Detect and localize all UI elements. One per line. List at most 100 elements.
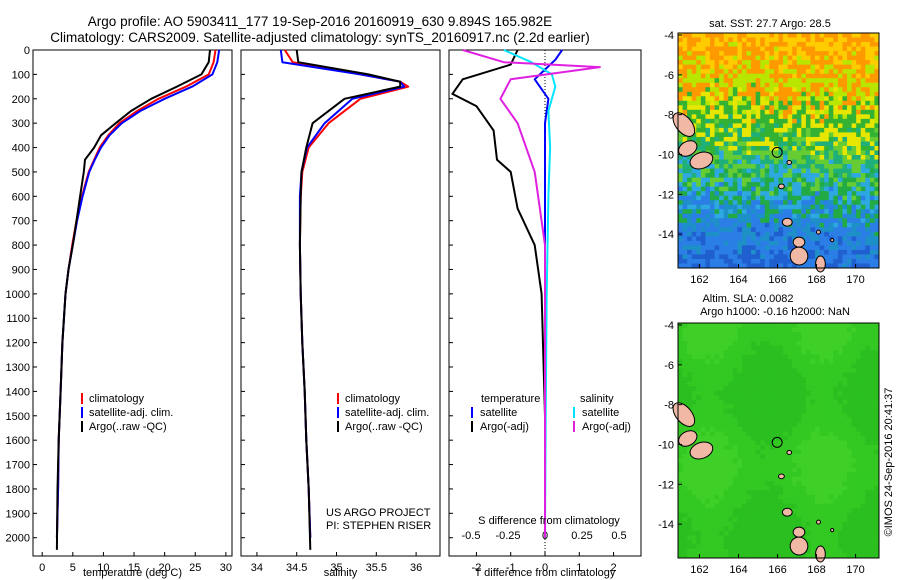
map-x-tick-label: 166 [768, 564, 786, 576]
argo-float-marker [771, 436, 783, 448]
imos-credit: ©IMOS 24-Sep-2016 20:41:37 [883, 388, 895, 537]
y-tick-label: 500 [12, 167, 30, 179]
map-y-tick-label: -8 [664, 400, 674, 412]
figure-title-line1: Argo profile: AO 5903411_177 19-Sep-2016… [87, 14, 553, 29]
x-tick-label: 25 [189, 562, 201, 574]
island [778, 183, 785, 190]
legend-title-temperature: temperature [481, 393, 540, 405]
x-axis-label: temperature (deg C) [83, 567, 182, 579]
island [789, 246, 809, 266]
x-tick-label: 15 [128, 562, 140, 574]
legend-argo: Argo(..raw -QC) [345, 421, 423, 433]
sst-map-title: sat. SST: 27.7 Argo: 28.5 [709, 18, 831, 30]
series-line-s-satellite [503, 49, 557, 538]
series-line-argo-raw-qc- [55, 49, 211, 550]
y-tick-label: 200 [12, 94, 30, 106]
island [792, 236, 806, 248]
y-tick-label: 1700 [6, 460, 30, 472]
y-tick-label: 600 [12, 191, 30, 203]
x-tick-label: 5 [70, 562, 76, 574]
y-tick-label: 1000 [6, 289, 30, 301]
y-tick-label: 1300 [6, 362, 30, 374]
island [778, 473, 785, 480]
legend-climatology: climatology [345, 393, 401, 405]
map-grid [678, 33, 880, 269]
legend-s-argo: Argo(-adj) [582, 421, 631, 433]
x-tick-label: -2 [472, 562, 482, 574]
island [789, 536, 809, 556]
s-diff-tick-label: 0.5 [611, 530, 626, 542]
legend-t-argo: Argo(-adj) [480, 421, 529, 433]
legend-climatology: climatology [89, 393, 145, 405]
legend-satellite-adj: satellite-adj. clim. [345, 407, 429, 419]
x-tick-label: 20 [159, 562, 171, 574]
map-y-tick-label: -14 [658, 229, 674, 241]
difference-legend: temperature salinity satellite Argo(-adj… [471, 393, 631, 527]
legend-t-satellite: satellite [480, 407, 517, 419]
x-tick-label: -1 [506, 562, 516, 574]
salinity-plot: 34 34.5 35 35.5 36 salinity [241, 49, 422, 579]
y-tick-label: 1900 [6, 508, 30, 520]
map-frame [677, 322, 880, 559]
map-y-tick-label: -4 [664, 320, 674, 332]
map-x-tick-label: 164 [729, 564, 747, 576]
map-y-tick-label: -12 [658, 189, 674, 201]
island [792, 526, 806, 538]
s-difference-label: S difference from climatology [478, 515, 620, 527]
s-diff-tick-label: -0.5 [462, 530, 481, 542]
series-line-argo-raw-qc- [295, 49, 402, 550]
y-tick-label: 700 [12, 216, 30, 228]
y-tick-label: 1600 [6, 435, 30, 447]
salinity-legend: climatology satellite-adj. clim. Argo(..… [326, 393, 431, 532]
map-x-tick-label: 168 [807, 274, 825, 286]
island [689, 441, 714, 460]
y-tick-label: 1100 [6, 313, 30, 325]
series-line-t-argo-adj- [451, 49, 546, 538]
x-tick-label: 0 [542, 562, 548, 574]
sla-map-title-line1: Altim. SLA: 0.0082 [702, 293, 793, 305]
map-x-tick-label: 162 [690, 274, 708, 286]
pi-credit: PI: STEPHEN RISER [326, 520, 431, 532]
map-x-tick-label: 168 [807, 564, 825, 576]
y-tick-label: 2000 [6, 533, 30, 545]
temperature-plot: 0100200300400500600700800900100011001200… [6, 45, 232, 579]
island [816, 519, 821, 525]
map-y-tick-label: -10 [658, 149, 674, 161]
legend-title-salinity: salinity [580, 393, 614, 405]
x-tick-label: 34.5 [286, 562, 307, 574]
island [781, 217, 793, 227]
figure-title-line2: Climatology: CARS2009. Satellite-adjuste… [50, 30, 590, 45]
map-y-tick-label: -4 [664, 30, 674, 42]
x-tick-label: 34 [251, 562, 263, 574]
map-y-tick-label: -6 [664, 360, 674, 372]
salinity-panel-frame [240, 49, 441, 557]
difference-plot: -2 -1 0 1 2T difference from climatology -0.5… [449, 49, 627, 579]
y-tick-label: 0 [24, 45, 30, 57]
x-tick-label: 35 [330, 562, 342, 574]
x-tick-label: 10 [97, 562, 109, 574]
sla-map: 162 164 166 168 170 -4 -6 -8 -10 -12 -14 [658, 320, 880, 576]
island [830, 238, 835, 243]
sst-map: 162 164 166 168 170 -4 -6 -8 -10 -12 -14 [658, 30, 880, 286]
y-tick-label: 400 [12, 143, 30, 155]
s-diff-tick-label: -0.25 [495, 530, 520, 542]
island [786, 159, 793, 165]
island [689, 151, 714, 170]
island [678, 430, 698, 447]
legend-argo: Argo(..raw -QC) [89, 421, 167, 433]
map-x-tick-label: 162 [690, 564, 708, 576]
legend-satellite-adj: satellite-adj. clim. [89, 407, 173, 419]
x-tick-label: 30 [220, 562, 232, 574]
map-frame [677, 32, 880, 269]
map-x-tick-label: 170 [846, 564, 864, 576]
y-tick-label: 900 [12, 264, 30, 276]
island [678, 140, 698, 157]
temperature-legend: climatology satellite-adj. clim. Argo(..… [81, 393, 173, 433]
map-x-tick-label: 166 [768, 274, 786, 286]
map-grid [678, 323, 880, 559]
x-tick-label: 35.5 [366, 562, 387, 574]
x-axis-label: salinity [324, 567, 358, 579]
series-line-s-argo-adj- [462, 49, 601, 538]
y-tick-label: 300 [12, 118, 30, 130]
